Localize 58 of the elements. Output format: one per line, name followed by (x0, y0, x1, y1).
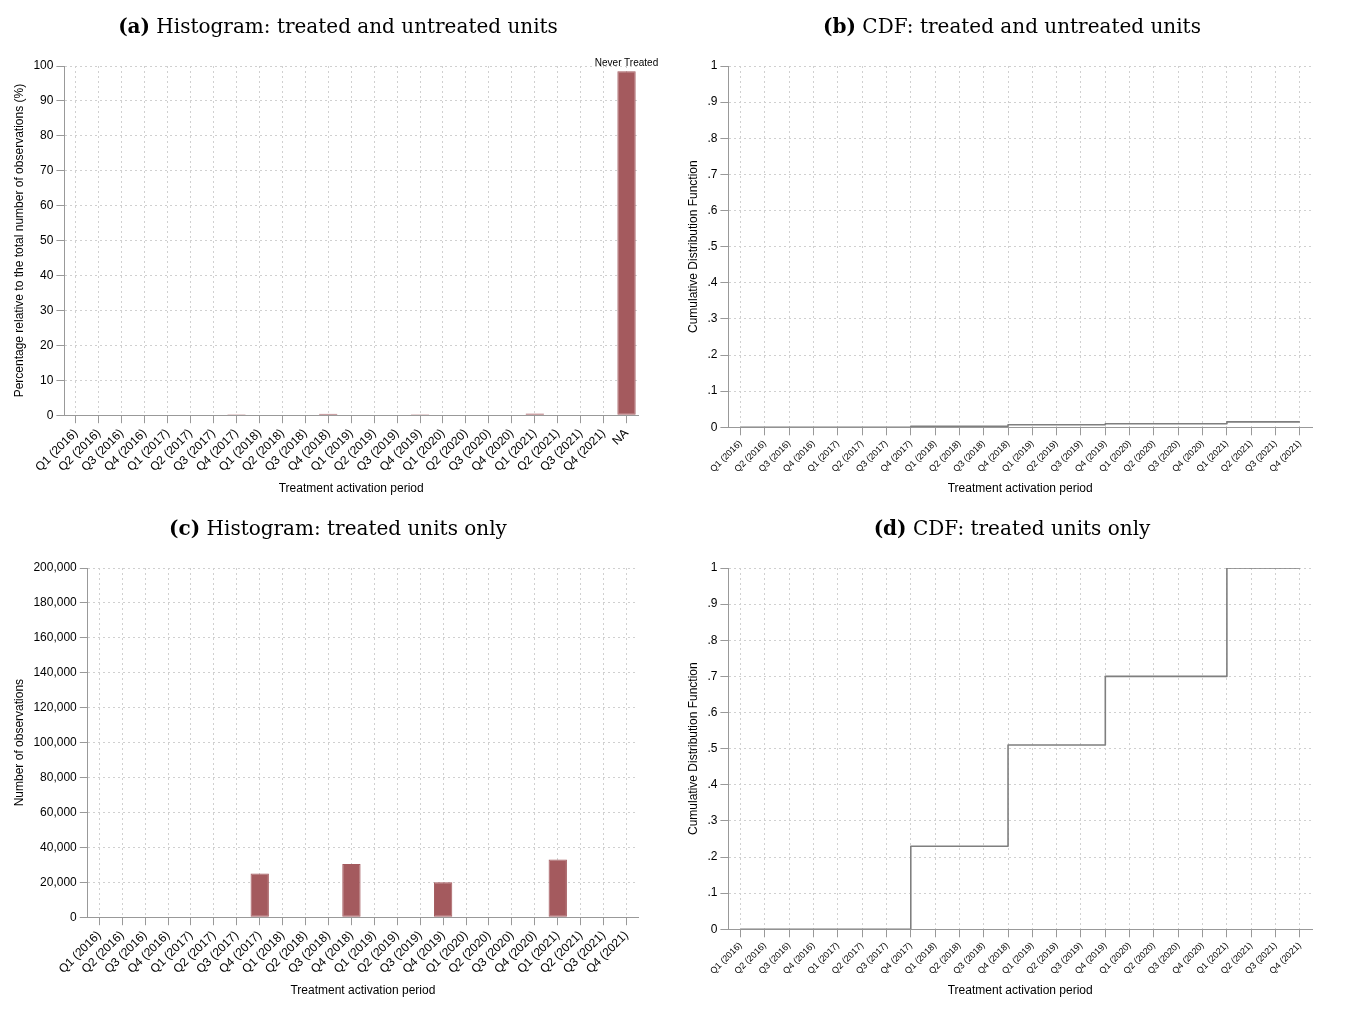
x-axis-title: Treatment activation period (947, 983, 1093, 998)
y-tick-label: 50 (40, 232, 54, 247)
y-tick-label: 140,000 (33, 665, 78, 680)
y-tick-label: .3 (707, 813, 718, 828)
x-axis-title: Treatment activation period (947, 481, 1093, 496)
chart-title: (b) CDF: treated and untreated units (823, 14, 1201, 38)
y-tick-label: 1 (710, 58, 718, 73)
y-tick-label: 20,000 (40, 874, 78, 889)
y-tick-label: .5 (707, 238, 718, 253)
y-tick-label: .2 (707, 347, 718, 362)
y-tick-label: 80 (40, 128, 54, 143)
y-tick-label: .6 (707, 704, 718, 719)
y-tick-label: .4 (707, 275, 718, 290)
y-tick-label: 0 (710, 921, 718, 936)
y-tick-label: 180,000 (33, 595, 78, 610)
chart-title: (c) Histogram: treated units only (169, 516, 507, 540)
y-tick-label: 100,000 (33, 734, 78, 749)
y-tick-label: 70 (40, 163, 54, 178)
y-tick-label: .9 (707, 596, 718, 611)
y-axis-title: Number of observations (11, 678, 26, 807)
annotation: Never Treated (594, 56, 659, 68)
y-tick-label: 1 (710, 560, 718, 575)
y-tick-label: 20 (40, 337, 54, 352)
y-tick-label: .7 (707, 166, 718, 181)
y-tick-label: 120,000 (33, 700, 78, 714)
y-tick-label: 30 (40, 302, 54, 317)
y-tick-label: .3 (707, 311, 718, 326)
y-axis-title: Cumulative Distribution Function (685, 662, 700, 836)
y-tick-label: 40 (40, 267, 54, 282)
x-tick-label: NA (609, 425, 631, 448)
y-tick-label: 60 (40, 198, 54, 212)
y-tick-label: .6 (707, 202, 718, 217)
y-tick-label: 0 (710, 419, 718, 434)
y-tick-label: 200,000 (33, 560, 78, 575)
y-tick-label: .5 (707, 740, 718, 755)
y-tick-label: .8 (707, 130, 718, 145)
y-tick-label: 40,000 (40, 839, 78, 854)
y-tick-label: .4 (707, 777, 718, 792)
y-tick-label: 160,000 (33, 630, 78, 645)
chart-title: (a) Histogram: treated and untreated units (118, 14, 558, 38)
y-tick-label: .1 (707, 383, 718, 398)
y-tick-label: 100 (33, 58, 54, 73)
y-tick-label: 10 (40, 372, 54, 387)
y-tick-label: 60,000 (40, 804, 78, 819)
x-axis-title: Treatment activation period (290, 983, 436, 998)
y-tick-label: 0 (70, 909, 78, 924)
y-tick-label: .8 (707, 632, 718, 647)
y-tick-label: .1 (707, 885, 718, 900)
y-tick-label: 80,000 (40, 769, 78, 784)
y-axis-title: Cumulative Distribution Function (685, 160, 700, 334)
y-tick-label: .2 (707, 849, 718, 864)
y-tick-label: 90 (40, 93, 54, 108)
y-tick-label: .9 (707, 94, 718, 109)
chart-title: (d) CDF: treated units only (873, 516, 1151, 540)
y-tick-label: .7 (707, 668, 718, 683)
y-axis-title: Percentage relative to the total number of observations (%) (11, 83, 26, 398)
x-axis-title: Treatment activation period (278, 481, 424, 496)
y-tick-label: 0 (46, 407, 54, 422)
